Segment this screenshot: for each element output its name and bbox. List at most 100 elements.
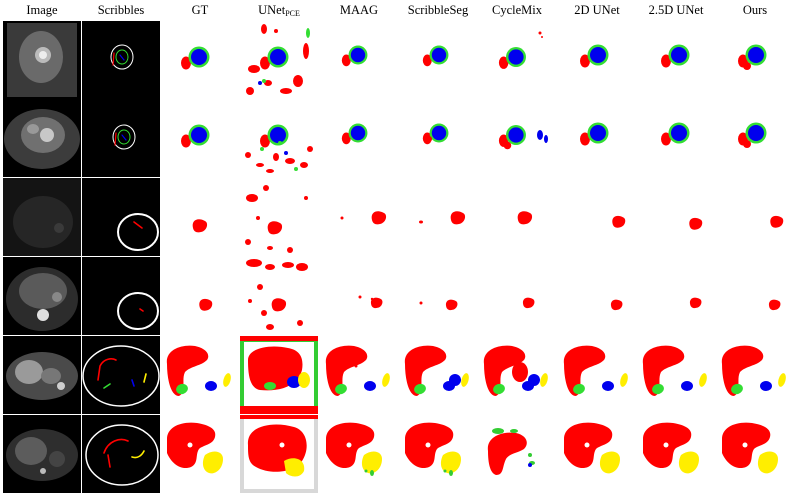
vessel-hole xyxy=(279,442,285,448)
noise-green xyxy=(260,147,264,151)
panel-svg xyxy=(3,257,81,335)
right-ventricle-label xyxy=(341,132,351,145)
panel-svg xyxy=(240,415,318,493)
outer-scribble xyxy=(110,44,134,70)
cell-2d-unet-row-5 xyxy=(558,336,636,414)
panel-layer xyxy=(320,99,398,177)
cardiac-structure-label xyxy=(192,219,208,233)
panel-svg xyxy=(558,178,636,256)
panel-svg xyxy=(399,99,477,177)
cell-2d-unet-row-6 xyxy=(558,415,636,493)
column-header-maag: MAAG xyxy=(319,2,399,18)
cell-ours-row-2 xyxy=(716,99,794,177)
right-kidney-label xyxy=(414,383,426,395)
panel-svg xyxy=(558,415,636,493)
mri-heart-core xyxy=(39,51,47,59)
panel-svg xyxy=(399,21,477,99)
panel-svg xyxy=(716,21,794,99)
outer-scribble xyxy=(112,124,136,150)
panel-layer xyxy=(3,99,81,177)
left-ventricle-label xyxy=(508,49,524,65)
column-header-2d-unet: 2D UNet xyxy=(557,2,637,18)
panel-svg xyxy=(320,257,398,335)
noise-red xyxy=(264,80,272,86)
panel-layer xyxy=(399,336,477,414)
noise-green xyxy=(492,428,504,434)
mri-heart-chamber xyxy=(40,128,54,142)
cell-scribbles-row-3 xyxy=(82,178,160,256)
panel-svg xyxy=(478,257,556,335)
panel-svg xyxy=(82,178,160,256)
vessel-hole xyxy=(425,442,431,448)
cell-cyclemix-row-1 xyxy=(478,21,556,99)
cell-ours-row-5 xyxy=(716,336,794,414)
panel-svg xyxy=(320,21,398,99)
cell-2d-unet-row-1 xyxy=(558,21,636,99)
right-ventricle-label xyxy=(743,62,751,70)
noise-green xyxy=(306,28,310,38)
left-kidney-label xyxy=(205,381,217,391)
right-ventricle-label xyxy=(181,134,191,148)
panel-layer xyxy=(558,99,636,177)
column-header-label: CycleMix xyxy=(492,3,542,17)
panel-svg xyxy=(82,257,160,335)
outer-scribble xyxy=(117,213,159,251)
cell-scribbles-row-2 xyxy=(82,99,160,177)
noise-red xyxy=(266,324,274,330)
cardiac-structure-label xyxy=(450,211,466,225)
spleen-label xyxy=(461,373,469,387)
panel-layer xyxy=(637,99,715,177)
mri-spine xyxy=(40,468,46,474)
cell-gt-row-3 xyxy=(161,178,239,256)
panel-layer xyxy=(82,415,160,493)
scribble-background xyxy=(82,415,160,493)
panel-layer xyxy=(82,21,160,99)
cardiac-structure-label xyxy=(271,298,287,312)
outer-scribble xyxy=(85,424,159,486)
prediction-background xyxy=(161,257,239,335)
column-header-label: Ours xyxy=(742,3,768,17)
cell-maag-row-1 xyxy=(320,21,398,99)
left-kidney-label xyxy=(602,381,614,391)
right-ventricle-label xyxy=(580,54,590,68)
left-ventricle-label xyxy=(431,125,447,141)
column-header-gt: GT xyxy=(160,2,240,18)
panel-svg xyxy=(161,415,239,493)
cell-gt-row-5 xyxy=(161,336,239,414)
cell-unetpce-row-3 xyxy=(240,178,318,256)
left-ventricle-label xyxy=(671,47,687,63)
panel-svg xyxy=(161,21,239,99)
panel-svg xyxy=(716,99,794,177)
noise-red xyxy=(300,162,308,168)
panel-svg xyxy=(558,257,636,335)
cell-scribbleseg-row-2 xyxy=(399,99,477,177)
spleen-label xyxy=(620,373,628,387)
noise-red xyxy=(245,239,251,245)
spleen-label xyxy=(298,372,310,388)
panel-layer xyxy=(240,21,318,99)
noise-red xyxy=(266,169,274,173)
panel-layer xyxy=(637,336,715,414)
panel-layer xyxy=(637,21,715,99)
panel-svg xyxy=(320,178,398,256)
prediction-background xyxy=(558,178,636,256)
panel-layer xyxy=(716,99,794,177)
cell-maag-row-6 xyxy=(320,415,398,493)
left-ventricle-label xyxy=(671,125,687,141)
liver-label xyxy=(325,345,368,396)
panel-layer xyxy=(558,178,636,256)
spleen-scribble xyxy=(143,373,147,383)
panel-svg xyxy=(637,178,715,256)
cell-unetpce-row-5 xyxy=(240,336,318,414)
panel-layer xyxy=(320,336,398,414)
panel-layer xyxy=(399,257,477,335)
cardiac-structure-label xyxy=(689,297,702,309)
panel-layer xyxy=(3,415,81,493)
panel-layer xyxy=(240,415,318,493)
panel-layer xyxy=(161,415,239,493)
left-ventricle-label xyxy=(590,125,606,141)
cell-ours-row-1 xyxy=(716,21,794,99)
panel-layer xyxy=(161,99,239,177)
left-kidney-label xyxy=(364,381,376,391)
panel-svg xyxy=(320,415,398,493)
